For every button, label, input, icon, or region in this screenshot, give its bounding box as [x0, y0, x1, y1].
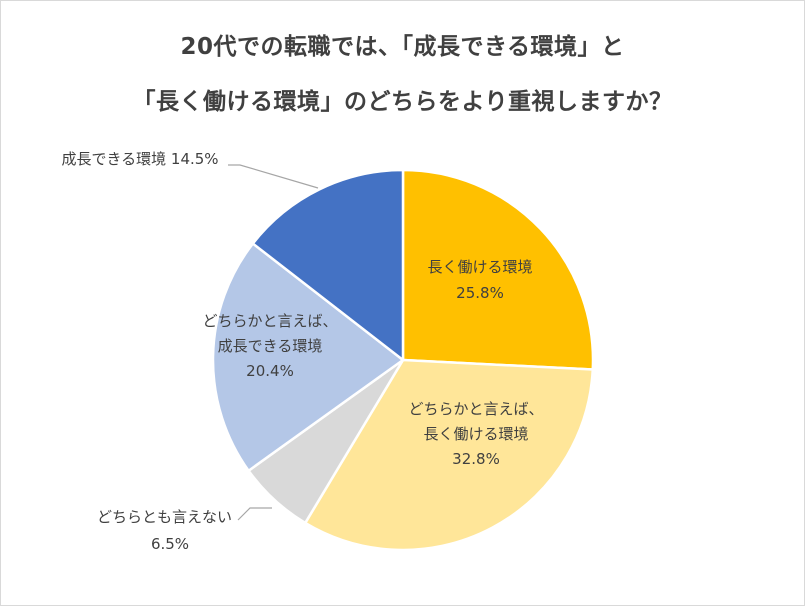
slice-value-label-2: 32.8%: [452, 450, 500, 468]
slice-label-2-line-2: 長く働ける環境: [423, 425, 528, 443]
pie-slice-5: [251, 168, 405, 362]
pie-slice-4: [211, 242, 405, 472]
slice-label-4-line-2: 成長できる環境: [218, 337, 323, 355]
slice-label-5: 成長できる環境 14.5%: [61, 150, 218, 168]
chart-title-line-2: 「長く働ける環境」のどちらをより重視しますか？: [132, 89, 673, 115]
slice-value-label-3: 6.5%: [151, 535, 189, 553]
slice-label-1-line-1: 長く働ける環境: [427, 258, 532, 276]
slice-label-3-line-1: どちらとも言えない: [97, 508, 232, 526]
pie-slice-1: [401, 168, 595, 371]
slice-label-2-line-1: どちらかと言えば、: [408, 400, 543, 418]
leader-line-5: [228, 164, 319, 189]
slice-value-label-4: 20.4%: [246, 362, 294, 380]
slice-value-label-1: 25.8%: [456, 284, 504, 302]
slice-label-4-line-1: どちらかと言えば、: [202, 312, 337, 330]
leader-line-3: [237, 507, 272, 521]
chart-title-line-1: 20代での転職では、「成長できる環境」と: [180, 34, 625, 60]
pie-slice-2: [304, 358, 595, 552]
